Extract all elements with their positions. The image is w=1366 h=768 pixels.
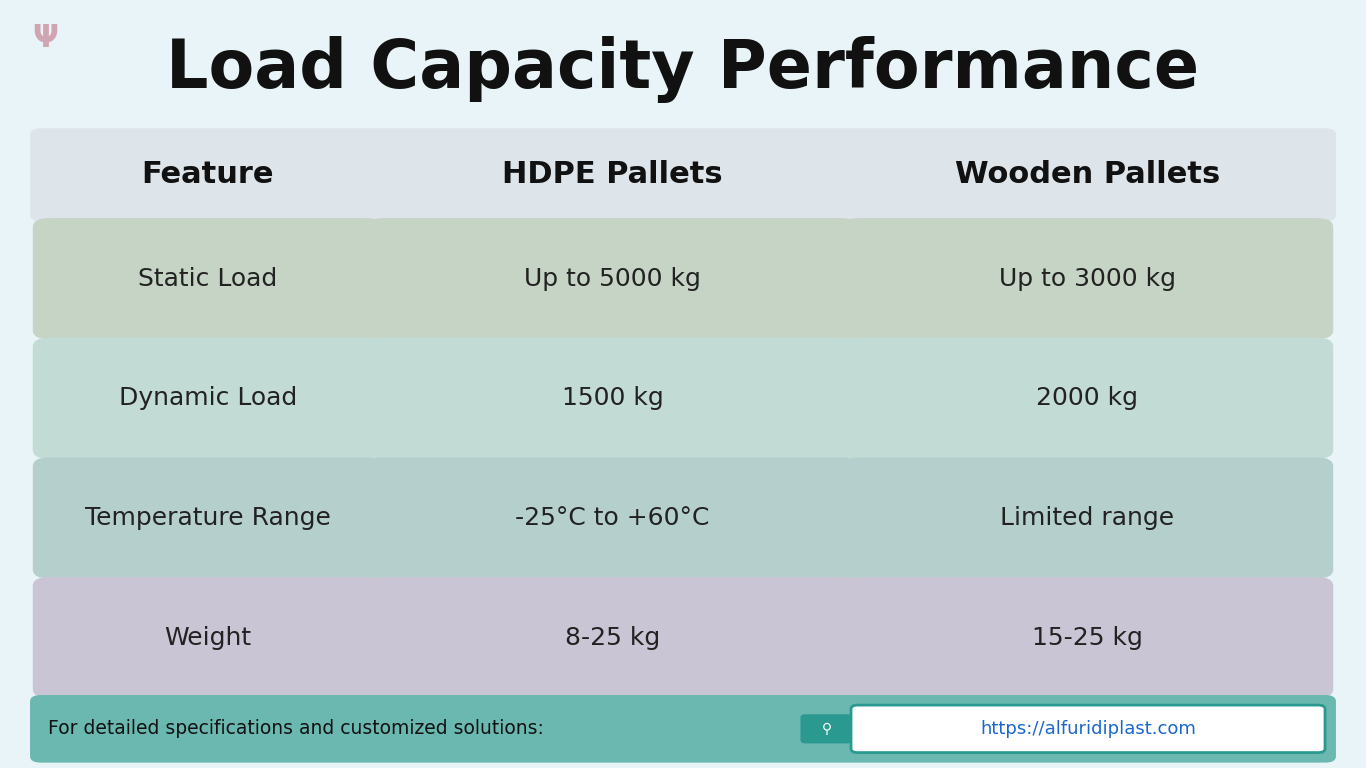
Text: Dynamic Load: Dynamic Load — [119, 386, 296, 410]
Text: Weight: Weight — [164, 625, 251, 650]
Text: Load Capacity Performance: Load Capacity Performance — [167, 35, 1199, 103]
Text: Static Load: Static Load — [138, 266, 277, 291]
FancyBboxPatch shape — [33, 338, 382, 459]
Text: Limited range: Limited range — [1000, 506, 1175, 530]
FancyBboxPatch shape — [841, 218, 1333, 339]
Text: Ψ: Ψ — [33, 24, 57, 53]
Text: 8-25 kg: 8-25 kg — [564, 625, 660, 650]
Text: Up to 5000 kg: Up to 5000 kg — [525, 266, 701, 291]
Text: HDPE Pallets: HDPE Pallets — [503, 161, 723, 189]
Text: 2000 kg: 2000 kg — [1037, 386, 1138, 410]
FancyBboxPatch shape — [841, 458, 1333, 578]
FancyBboxPatch shape — [800, 714, 852, 743]
FancyBboxPatch shape — [366, 458, 858, 578]
FancyBboxPatch shape — [841, 338, 1333, 459]
Text: For detailed specifications and customized solutions:: For detailed specifications and customiz… — [48, 720, 544, 738]
Text: -25°C to +60°C: -25°C to +60°C — [515, 506, 709, 530]
FancyBboxPatch shape — [366, 577, 858, 698]
Text: 15-25 kg: 15-25 kg — [1033, 625, 1143, 650]
Text: Up to 3000 kg: Up to 3000 kg — [999, 266, 1176, 291]
FancyBboxPatch shape — [33, 577, 382, 698]
FancyBboxPatch shape — [33, 458, 382, 578]
Text: Feature: Feature — [142, 161, 275, 189]
Text: Temperature Range: Temperature Range — [85, 506, 331, 530]
Text: https://alfuridiplast.com: https://alfuridiplast.com — [979, 720, 1197, 738]
FancyBboxPatch shape — [366, 218, 858, 339]
FancyBboxPatch shape — [30, 128, 1336, 221]
FancyBboxPatch shape — [366, 338, 858, 459]
FancyBboxPatch shape — [841, 577, 1333, 698]
FancyBboxPatch shape — [33, 218, 382, 339]
FancyBboxPatch shape — [30, 695, 1336, 763]
Text: 1500 kg: 1500 kg — [561, 386, 664, 410]
Text: ⚲: ⚲ — [821, 722, 832, 736]
FancyBboxPatch shape — [851, 705, 1325, 753]
Text: Wooden Pallets: Wooden Pallets — [955, 161, 1220, 189]
